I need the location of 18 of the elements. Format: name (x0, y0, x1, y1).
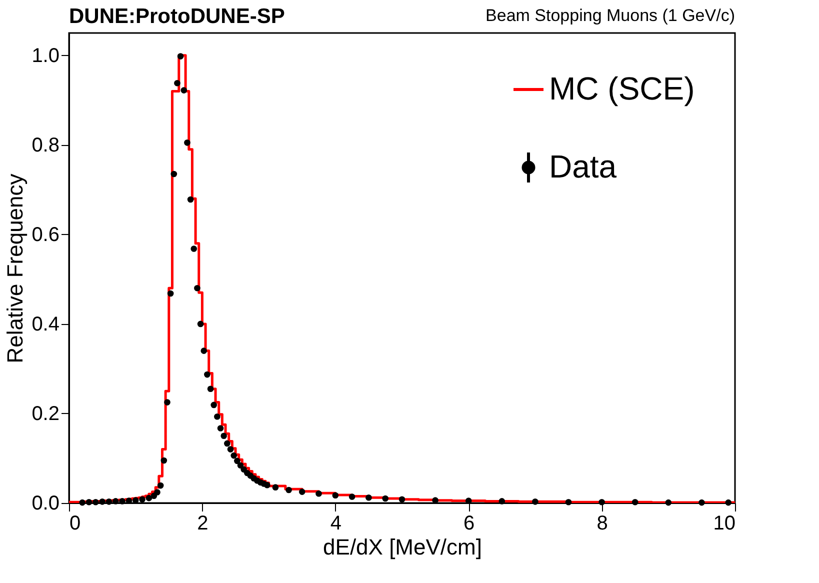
y-tick-label: 0.0 (32, 492, 60, 514)
legend-label: MC (SCE) (549, 70, 695, 106)
x-tick-label: 10 (713, 512, 736, 534)
chart-subtitle: Beam Stopping Muons (1 GeV/c) (486, 6, 735, 25)
legend-label: Data (549, 148, 617, 184)
y-tick-label: 1.0 (32, 44, 60, 67)
y-axis-title: Relative Frequency (2, 174, 28, 364)
x-tick-label: 2 (197, 512, 208, 534)
x-tick-label: 4 (330, 512, 342, 534)
x-axis-title: dE/dX [MeV/cm] (323, 534, 482, 560)
x-tick-label: 6 (464, 512, 475, 534)
y-tick-label: 0.6 (32, 224, 60, 246)
x-tick-label: 0 (70, 512, 81, 534)
x-tick-label: 8 (596, 512, 608, 534)
y-tick-label: 0.2 (32, 402, 60, 425)
chart-title: DUNE:ProtoDUNE-SP (69, 5, 285, 28)
y-tick-label: 0.8 (32, 134, 60, 156)
y-tick-label: 0.4 (32, 313, 60, 336)
